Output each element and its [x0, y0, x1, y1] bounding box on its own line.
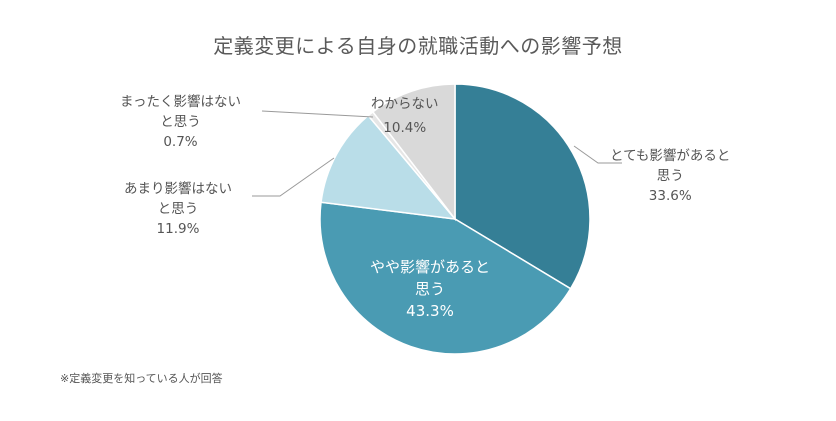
slice-not-much-affected: [320, 114, 457, 220]
slice-value: 11.9%: [156, 221, 200, 237]
slice-value: 10.4%: [383, 120, 427, 136]
slice-somewhat-affected: [319, 201, 572, 355]
slice-label-dont-know: わからない 10.4%: [371, 94, 439, 138]
slice-label-line2: 思う: [415, 280, 446, 298]
leader-line-very-affected: [573, 145, 622, 164]
slice-label-not-much-affected: あまり影響はない と思う 11.9%: [124, 179, 232, 239]
slice-label-line2: と思う: [160, 114, 201, 130]
chart-title: 定義変更による自身の就職活動への影響予想: [213, 34, 623, 58]
slice-very-affected: [454, 83, 591, 290]
slice-value: 33.6%: [648, 188, 692, 204]
slice-dont-know: [371, 83, 456, 222]
slice-label-line2: 思う: [656, 168, 684, 184]
slice-value: 0.7%: [163, 134, 198, 150]
slice-label-line1: わからない: [371, 96, 439, 112]
slice-value: 43.3%: [406, 302, 454, 320]
slice-label-line2: と思う: [157, 201, 199, 217]
slice-label-not-affected-at-all: まったく影響はない と思う 0.7%: [120, 92, 241, 152]
leader-line-not-affected-at-all: [261, 110, 374, 118]
leader-line-not-much-affected: [252, 157, 335, 197]
slice-label-somewhat-affected: やや影響があると 思う 43.3%: [370, 256, 490, 322]
footnote: ※定義変更を知っている人が回答: [60, 372, 223, 385]
slice-label-very-affected: とても影響があると 思う 33.6%: [610, 146, 730, 206]
slice-label-line1: とても影響があると: [610, 148, 731, 164]
slice-label-line1: まったく影響はない: [120, 94, 241, 110]
slice-label-line1: あまり影響はない: [124, 181, 232, 197]
slice-label-line1: やや影響があると: [370, 258, 491, 276]
